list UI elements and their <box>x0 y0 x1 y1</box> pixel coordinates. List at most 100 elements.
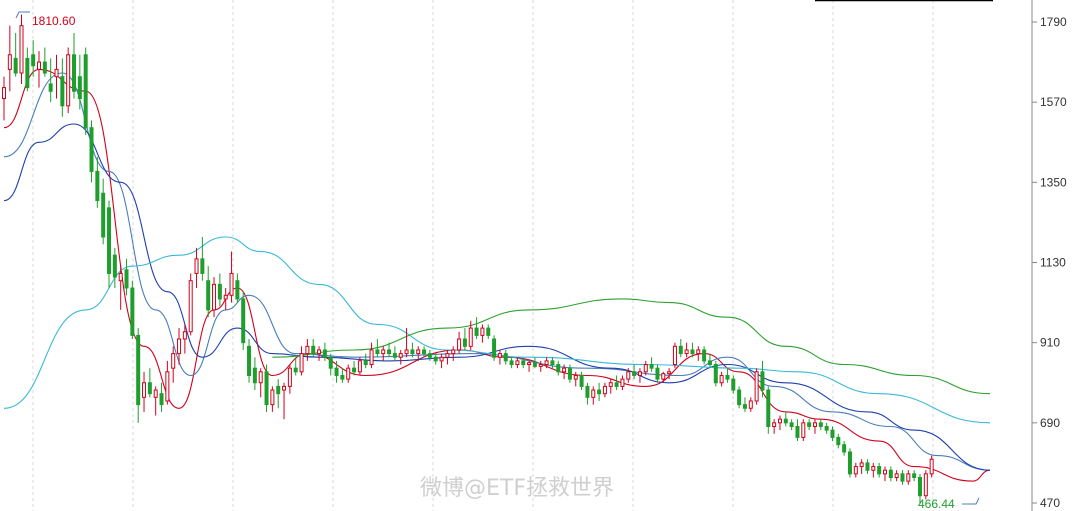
candle-body <box>375 349 380 355</box>
candle-body <box>532 362 537 367</box>
candle <box>865 459 870 474</box>
candle-body <box>352 367 357 373</box>
candle-body <box>392 353 397 358</box>
candle <box>206 266 211 318</box>
candle-body <box>830 429 835 438</box>
candle <box>276 379 281 409</box>
candle-body <box>363 360 368 366</box>
candle-body <box>521 360 526 366</box>
candle-body <box>25 57 30 89</box>
candle-body <box>95 170 100 202</box>
candle-body <box>118 272 123 282</box>
candle <box>37 51 42 88</box>
candle-body <box>101 192 106 238</box>
candle-body <box>398 353 403 358</box>
candle-body <box>818 422 823 427</box>
candle <box>562 364 567 380</box>
candle <box>229 251 234 303</box>
candle <box>439 353 444 369</box>
candle-body <box>159 393 164 406</box>
candle-body <box>824 425 829 431</box>
candle <box>107 200 112 289</box>
candle <box>171 346 176 383</box>
candle <box>888 466 893 482</box>
candle <box>766 386 771 434</box>
candle <box>643 360 648 376</box>
candle-body <box>410 349 415 355</box>
candle <box>381 346 386 361</box>
candle <box>42 47 47 77</box>
candle <box>929 455 934 478</box>
candle <box>742 397 747 412</box>
candle <box>217 273 222 307</box>
candle-body <box>509 360 514 366</box>
candle <box>247 339 252 383</box>
candle <box>882 466 887 482</box>
candle-body <box>713 364 718 384</box>
candle <box>480 324 485 343</box>
candle <box>842 441 847 456</box>
candle <box>900 470 905 485</box>
candle <box>737 386 742 409</box>
candle-body <box>789 422 794 427</box>
candle-body <box>900 473 905 482</box>
candle <box>871 462 876 478</box>
candle-body <box>766 389 771 427</box>
candle-body <box>229 272 234 296</box>
candle-body <box>719 374 724 384</box>
candle <box>118 266 123 310</box>
candle <box>299 346 304 376</box>
candle <box>404 328 409 358</box>
candle <box>328 353 333 376</box>
candle-body <box>602 385 607 395</box>
candle <box>2 76 6 121</box>
candle <box>270 386 275 412</box>
candle-body <box>299 353 304 373</box>
candle-body <box>754 371 759 402</box>
candle-body <box>626 371 631 380</box>
candle-body <box>433 356 438 362</box>
candle-body <box>112 254 117 278</box>
candle <box>486 324 491 340</box>
candle <box>591 386 596 405</box>
candle <box>626 368 631 383</box>
candle-body <box>836 436 841 446</box>
candle-body <box>772 422 777 427</box>
candle <box>101 178 106 245</box>
candle <box>77 54 82 110</box>
moving-average-line-3 <box>3 123 991 471</box>
candle-body <box>387 349 392 355</box>
candle <box>567 364 572 383</box>
candle-body <box>445 353 450 358</box>
candle <box>527 360 532 372</box>
candle <box>550 357 555 369</box>
candle <box>457 331 462 354</box>
candle-body <box>468 327 473 347</box>
candle-body <box>894 473 899 478</box>
candle-body <box>906 473 911 482</box>
candle-body <box>404 349 409 355</box>
candle <box>159 382 164 412</box>
candle <box>690 342 695 358</box>
candle-body <box>690 349 695 355</box>
candle-body <box>527 362 532 366</box>
candle <box>667 368 672 380</box>
candle <box>468 320 473 350</box>
candle <box>212 277 217 318</box>
candle <box>95 156 100 208</box>
candle <box>293 357 298 376</box>
candle-body <box>439 356 444 362</box>
candle <box>620 375 625 391</box>
candle <box>282 382 287 420</box>
candle-body <box>416 349 421 355</box>
candle-body <box>451 349 456 355</box>
candle <box>731 375 736 394</box>
candle <box>597 382 602 401</box>
candle <box>258 368 263 398</box>
candle-body <box>241 298 246 344</box>
candle <box>532 357 537 369</box>
y-tick-label: 1570 <box>1040 95 1067 109</box>
candle-body <box>37 61 42 70</box>
candle <box>818 419 823 431</box>
candle <box>375 339 380 358</box>
